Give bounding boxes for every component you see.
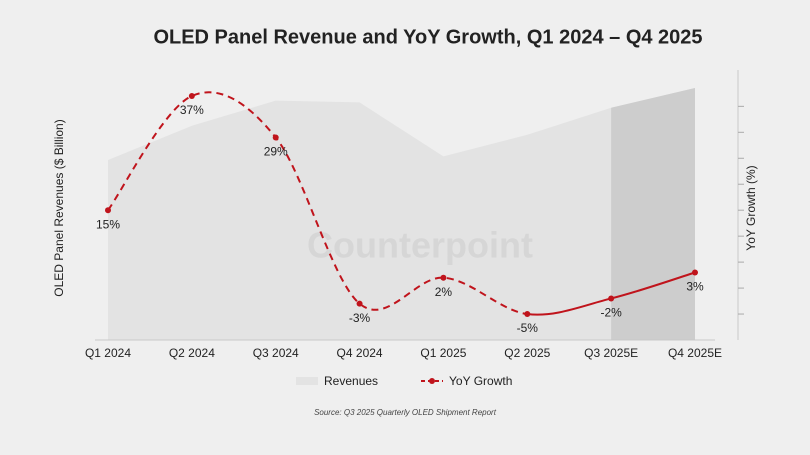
growth-line [107,91,528,316]
x-tick-label: Q4 2024 [337,346,383,360]
revenue-area [108,88,695,340]
growth-point [356,300,363,307]
growth-point [608,295,615,302]
legend-marker [429,378,435,384]
x-tick-label: Q2 2024 [169,346,215,360]
x-tick-label: Q1 2025 [420,346,466,360]
growth-point [188,92,195,99]
x-tick-label: Q3 2024 [253,346,299,360]
data-label: 37% [180,103,204,117]
x-tick-label: Q3 2025E [584,346,638,360]
data-label: -5% [517,321,539,335]
data-label: 3% [686,280,704,294]
growth-point [440,274,447,281]
x-tick-label: Q2 2025 [504,346,550,360]
growth-point [272,134,279,141]
x-tick-label: Q4 2025E [668,346,722,360]
source-note: Source: Q3 2025 Quarterly OLED Shipment … [314,408,497,417]
growth-point [105,207,111,214]
data-label: 15% [96,217,120,231]
legend-swatch [296,377,318,385]
y-axis-label: OLED Panel Revenues ($ Billion) [52,119,66,296]
data-label: -2% [600,306,622,320]
growth-point [692,269,698,276]
watermark: Counterpoint [307,225,533,266]
data-label: 2% [435,285,453,299]
forecast-area [611,88,695,340]
legend-label: YoY Growth [449,374,512,388]
growth-point [524,311,531,318]
legend-label: Revenues [324,374,378,388]
data-label: -3% [349,311,371,325]
data-label: 29% [264,145,288,159]
x-tick-label: Q1 2024 [85,346,131,360]
chart-title: OLED Panel Revenue and YoY Growth, Q1 20… [153,26,702,48]
y2-axis-label: YoY Growth (%) [744,165,758,250]
